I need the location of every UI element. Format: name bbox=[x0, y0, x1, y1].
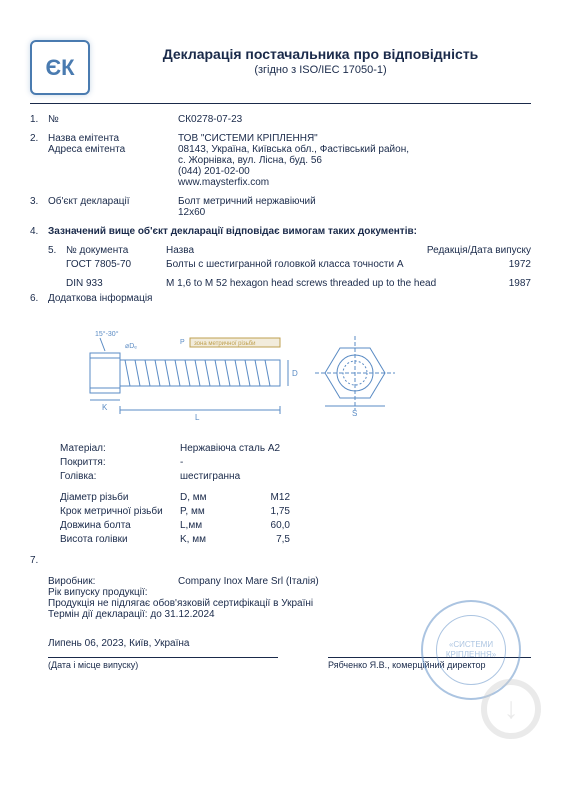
section-num: 4. bbox=[30, 226, 48, 237]
section-num: 3. bbox=[30, 196, 48, 218]
table-cell: Болты с шестигранной головкой класса точ… bbox=[166, 259, 491, 270]
spec-label: Матеріал: bbox=[60, 443, 180, 454]
table-cell: ГОСТ 7805-70 bbox=[66, 259, 166, 270]
field-label: Виробник: bbox=[48, 576, 178, 587]
field-label: Об'єкт декларації bbox=[48, 196, 178, 218]
doc-subtitle: (згідно з ISO/IEC 17050-1) bbox=[110, 64, 531, 76]
svg-text:D: D bbox=[292, 369, 298, 378]
spec-symbol: K, мм bbox=[180, 534, 230, 545]
field-label: Рік випуску продукції: bbox=[48, 587, 531, 598]
field-value: СК0278-07-23 bbox=[178, 114, 531, 125]
logo: ЄК bbox=[30, 40, 90, 95]
section-num: 2. bbox=[30, 133, 48, 188]
spec-label: Діаметр різьби bbox=[60, 492, 180, 503]
svg-text:⌀Dₑ: ⌀Dₑ bbox=[125, 343, 137, 350]
spec-label: Покриття: bbox=[60, 457, 180, 468]
spec-value: - bbox=[180, 457, 531, 468]
spec-label: Довжина болта bbox=[60, 520, 180, 531]
spec-value: 7,5 bbox=[230, 534, 290, 545]
spec-label: Висота голівки bbox=[60, 534, 180, 545]
spec-value: 60,0 bbox=[230, 520, 290, 531]
doc-title: Декларація постачальника про відповідніс… bbox=[110, 46, 531, 62]
field-label: Адреса емітента bbox=[48, 144, 178, 155]
field-value: с. Жорнівка, вул. Лісна, буд. 56 bbox=[178, 155, 531, 166]
table-header: Назва bbox=[166, 245, 421, 256]
field-value: www.maysterfix.com bbox=[178, 177, 531, 188]
field-value: 12x60 bbox=[178, 207, 531, 218]
table-header: № документа bbox=[66, 245, 166, 256]
table-cell: 1972 bbox=[491, 259, 531, 270]
spec-symbol: L,мм bbox=[180, 520, 230, 531]
section-num: 5. bbox=[48, 245, 66, 256]
field-label: Назва емітента bbox=[48, 133, 178, 144]
svg-text:P: P bbox=[180, 339, 185, 346]
table-header: Редакція/Дата випуску bbox=[421, 245, 531, 256]
section-num: 7. bbox=[30, 555, 48, 566]
table-cell: M 1,6 to M 52 hexagon head screws thread… bbox=[166, 278, 491, 289]
field-value: Болт метричний нержавіючий bbox=[178, 196, 531, 207]
section-num: 6. bbox=[30, 293, 48, 304]
field-value: ТОВ "СИСТЕМИ КРІПЛЕННЯ" bbox=[178, 133, 531, 144]
field-value: (044) 201-02-00 bbox=[178, 166, 531, 177]
section-text: Зазначений вище об'єкт декларації відпов… bbox=[48, 226, 417, 237]
svg-text:S: S bbox=[352, 409, 357, 418]
svg-text:15°-30°: 15°-30° bbox=[95, 330, 119, 338]
spec-label: Голівка: bbox=[60, 471, 180, 482]
bolt-diagram: 15°-30° ⌀Dₑ L K P зона метричної різьби … bbox=[60, 318, 420, 428]
svg-text:K: K bbox=[102, 403, 108, 412]
svg-text:зона метричної різьби: зона метричної різьби bbox=[194, 341, 255, 347]
spec-symbol: P, мм bbox=[180, 506, 230, 517]
svg-text:L: L bbox=[195, 413, 200, 422]
date-caption: (Дата і місце випуску) bbox=[48, 657, 278, 670]
spec-value: 1,75 bbox=[230, 506, 290, 517]
table-cell: DIN 933 bbox=[66, 278, 166, 289]
field-label: Додаткова інформація bbox=[48, 293, 152, 304]
field-value: Company Inox Mare Srl (Італія) bbox=[178, 576, 319, 587]
spec-symbol: D, мм bbox=[180, 492, 230, 503]
table-cell: 1987 bbox=[491, 278, 531, 289]
watermark-icon: ↓ bbox=[481, 679, 541, 739]
field-value: 08143, Україна, Київська обл., Фастівськ… bbox=[178, 144, 531, 155]
divider bbox=[30, 103, 531, 104]
spec-value: M12 bbox=[230, 492, 290, 503]
section-num: 1. bbox=[30, 114, 48, 125]
spec-label: Крок метричної різьби bbox=[60, 506, 180, 517]
spec-value: Нержавіюча сталь А2 bbox=[180, 443, 531, 454]
spec-value: шестигранна bbox=[180, 471, 531, 482]
field-label: № bbox=[48, 114, 178, 125]
